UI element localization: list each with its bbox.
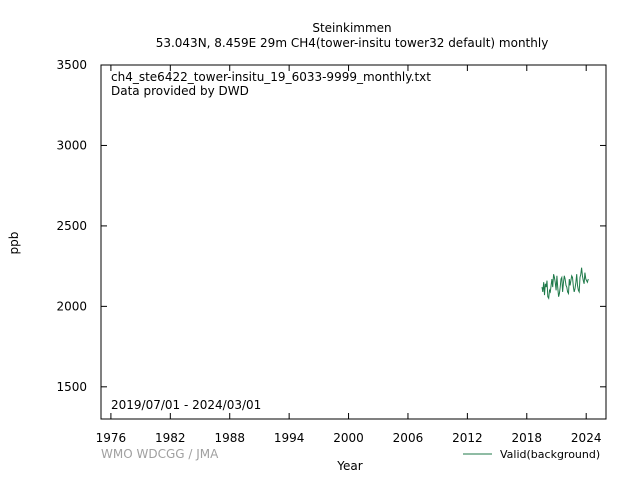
y-tick-label: 2500 xyxy=(56,219,87,233)
y-tick-label: 3000 xyxy=(56,138,87,152)
x-tick-label: 1988 xyxy=(214,431,245,445)
legend: Valid(background) xyxy=(463,448,600,461)
series-group xyxy=(541,267,589,300)
x-axis-label: Year xyxy=(336,459,362,473)
x-tick-label: 1994 xyxy=(274,431,305,445)
plot-filename: ch4_ste6422_tower-insitu_19_6033-9999_mo… xyxy=(111,70,431,84)
plot-provider: Data provided by DWD xyxy=(111,84,249,98)
x-tick-label: 1982 xyxy=(155,431,186,445)
legend-label: Valid(background) xyxy=(500,448,600,461)
x-tick-label: 1976 xyxy=(96,431,127,445)
y-tick-label: 2000 xyxy=(56,299,87,313)
credit-text: WMO WDCGG / JMA xyxy=(101,447,219,461)
x-tick-label: 2012 xyxy=(452,431,483,445)
x-tick-label: 2024 xyxy=(571,431,602,445)
y-axis: 1500 2000 2500 3000 3500 xyxy=(56,58,606,394)
x-tick-label: 2006 xyxy=(393,431,424,445)
x-tick-label: 2000 xyxy=(333,431,364,445)
y-tick-label: 1500 xyxy=(56,380,87,394)
plot-frame xyxy=(100,64,607,420)
x-tick-label: 2018 xyxy=(512,431,543,445)
plot-period: 2019/07/01 - 2024/03/01 xyxy=(111,398,261,412)
series-line-valid-background xyxy=(541,267,589,300)
y-axis-label: ppb xyxy=(7,232,21,255)
y-tick-label: 3500 xyxy=(56,58,87,72)
chart-station-title: Steinkimmen xyxy=(312,21,391,35)
chart-subtitle: 53.043N, 8.459E 29m CH4(tower-insitu tow… xyxy=(156,36,549,50)
x-axis: 1976 1982 1988 1994 2000 2006 2012 2018 2024 xyxy=(96,65,602,445)
